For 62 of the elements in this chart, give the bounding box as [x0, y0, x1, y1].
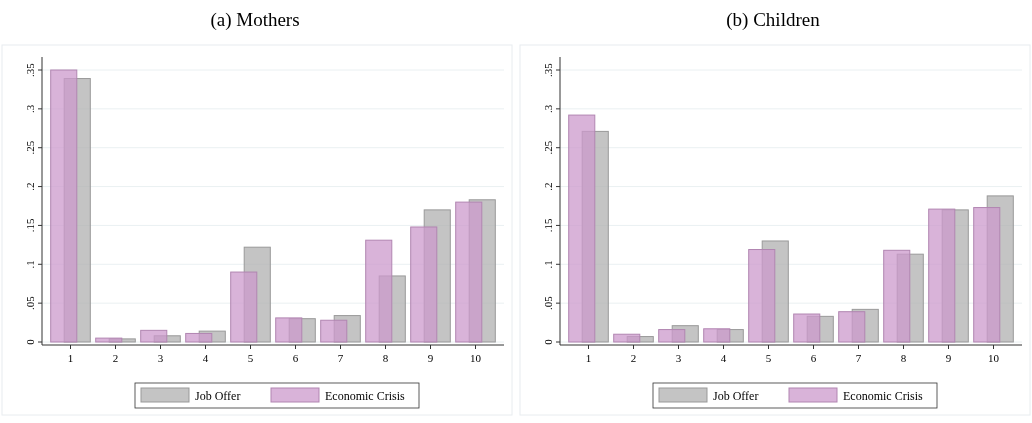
x-tick-label: 3	[157, 352, 164, 364]
y-tick-label: .15	[542, 218, 554, 233]
bar	[973, 207, 1001, 343]
legend-label: Job Offer	[713, 388, 759, 403]
x-tick-label: 3	[675, 352, 682, 364]
bar	[928, 208, 956, 343]
y-tick-label: .15	[24, 218, 36, 233]
x-tick-label: 5	[765, 352, 772, 364]
x-tick-label: 2	[630, 352, 637, 364]
x-tick-label: 8	[900, 352, 907, 364]
bar	[410, 226, 438, 343]
bar	[95, 337, 123, 343]
bar	[793, 313, 821, 343]
y-tick-label: 0	[542, 338, 554, 345]
legend-label: Job Offer	[195, 388, 241, 403]
x-tick-label: 7	[337, 352, 344, 364]
bar	[838, 311, 866, 343]
x-tick-label: 10	[988, 352, 1000, 364]
x-tick-label: 9	[945, 352, 952, 364]
bar	[455, 201, 483, 343]
y-tick-label: .2	[24, 182, 36, 191]
x-tick-label: 1	[585, 352, 592, 364]
x-tick-label: 2	[112, 352, 119, 364]
y-tick-label: .1	[24, 260, 36, 269]
chart-title: (a) Mothers	[210, 9, 300, 31]
y-tick-label: .35	[542, 62, 554, 77]
x-tick-label: 9	[427, 352, 434, 364]
bar	[320, 319, 348, 343]
y-tick-label: 0	[24, 338, 36, 345]
x-tick-label: 8	[382, 352, 389, 364]
y-tick-label: .25	[24, 140, 36, 155]
x-tick-label: 5	[247, 352, 254, 364]
bar	[365, 239, 393, 343]
legend-label: Economic Crisis	[843, 388, 923, 403]
y-tick-label: .2	[542, 182, 554, 191]
y-tick-label: .05	[542, 295, 554, 311]
y-tick-label: .3	[542, 104, 554, 113]
y-tick-label: .1	[542, 260, 554, 269]
x-tick-label: 6	[810, 352, 817, 364]
x-tick-label: 4	[202, 352, 209, 364]
x-tick-label: 1	[67, 352, 74, 364]
y-tick-label: .3	[24, 104, 36, 113]
bar	[140, 329, 168, 343]
bar	[275, 317, 303, 343]
x-tick-label: 6	[292, 352, 299, 364]
bar	[185, 332, 213, 343]
legend-label: Economic Crisis	[325, 388, 405, 403]
y-tick-label: .05	[24, 295, 36, 311]
bar	[230, 271, 258, 343]
x-tick-label: 10	[470, 352, 482, 364]
bar	[748, 249, 776, 343]
y-tick-label: .35	[24, 62, 36, 77]
bar	[658, 329, 686, 343]
bar	[50, 69, 78, 343]
chart-title: (b) Children	[726, 9, 821, 31]
bar	[703, 328, 731, 343]
bar	[883, 249, 911, 343]
x-tick-label: 4	[720, 352, 727, 364]
bar	[568, 114, 596, 343]
y-tick-label: .25	[542, 140, 554, 155]
bar	[613, 333, 641, 343]
x-tick-label: 7	[855, 352, 862, 364]
